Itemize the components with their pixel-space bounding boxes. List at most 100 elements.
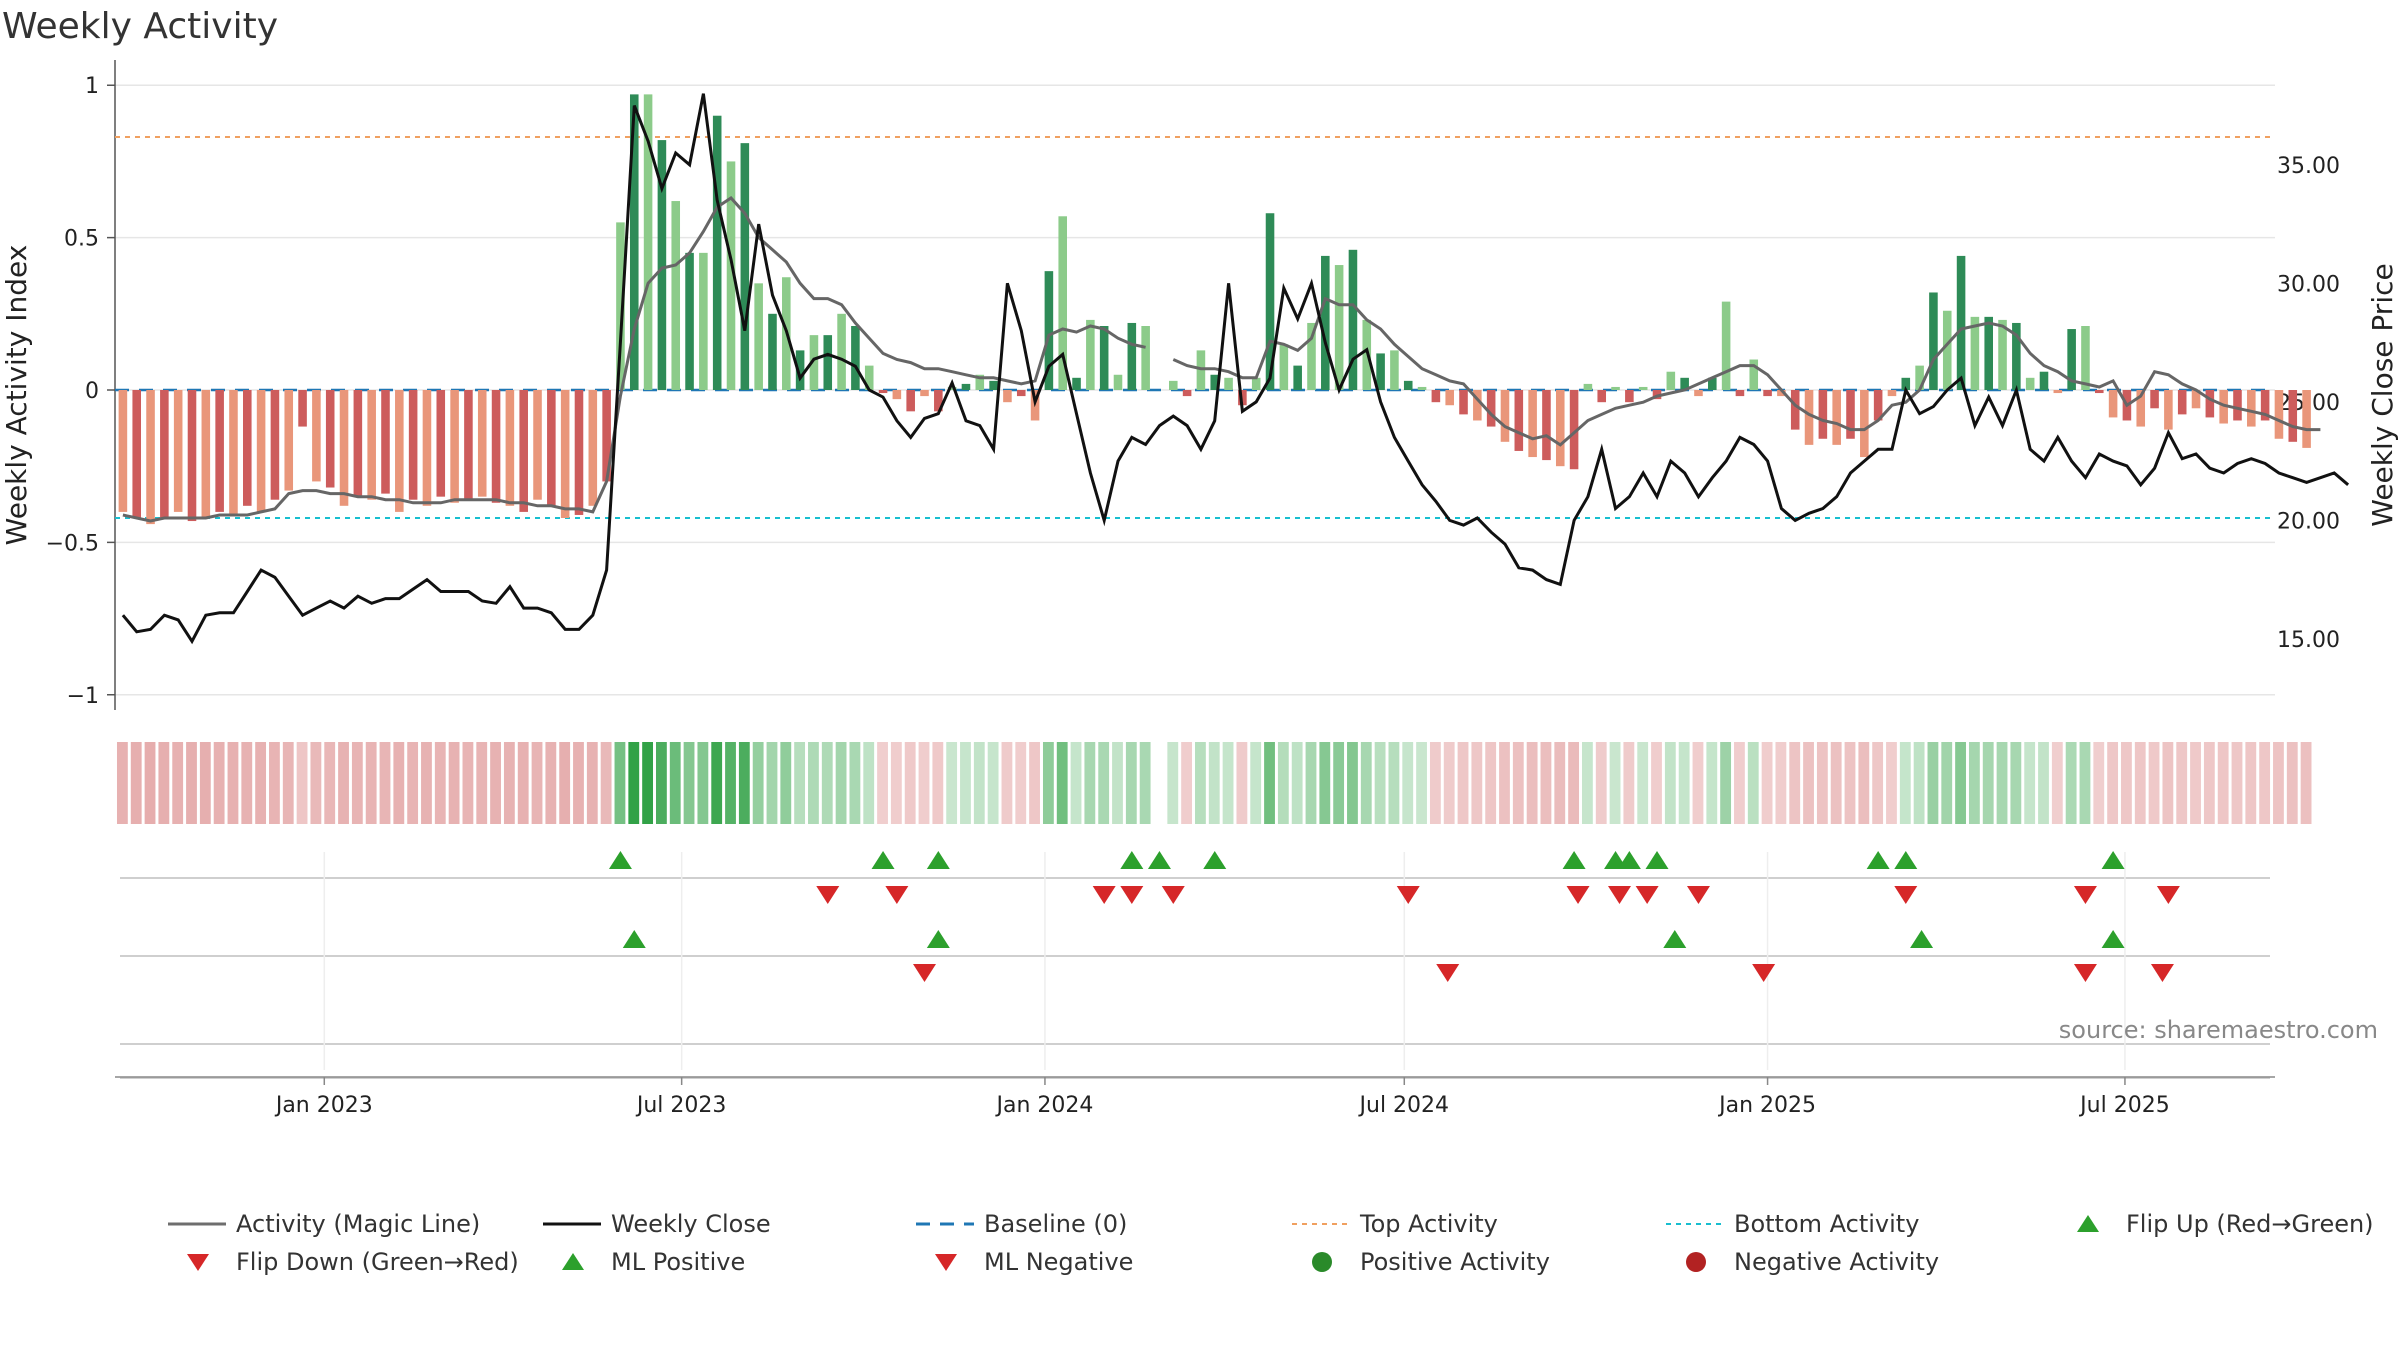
heat-cell bbox=[1927, 742, 1939, 824]
heat-cell bbox=[1139, 742, 1151, 824]
activity-bar bbox=[533, 390, 542, 500]
heat-cell bbox=[338, 742, 349, 824]
legend-swatch bbox=[1312, 1252, 1332, 1272]
activity-bar bbox=[1417, 386, 1427, 390]
activity-bar bbox=[1777, 390, 1786, 397]
flip-up-marker bbox=[1147, 851, 1171, 869]
flip-down-marker bbox=[816, 886, 840, 904]
heat-cell bbox=[1886, 742, 1897, 824]
legend-swatch bbox=[187, 1254, 209, 1271]
activity-bar bbox=[547, 390, 556, 506]
activity-bar bbox=[1735, 390, 1745, 397]
heat-cell bbox=[1388, 742, 1400, 824]
heat-cell bbox=[144, 742, 156, 824]
activity-bar bbox=[1970, 316, 1980, 390]
flip-down-marker bbox=[1894, 886, 1918, 904]
heat-cell bbox=[1347, 742, 1358, 824]
activity-bar bbox=[1072, 377, 1081, 390]
y-tick-label: −1 bbox=[67, 684, 99, 709]
activity-bar bbox=[1321, 255, 1330, 390]
heat-cell bbox=[1664, 742, 1676, 824]
activity-bar bbox=[1514, 390, 1524, 451]
flip-down-marker bbox=[1120, 886, 1144, 904]
heat-cell bbox=[877, 742, 888, 824]
reference-lines bbox=[115, 136, 2275, 519]
heat-cell bbox=[1623, 742, 1635, 824]
flip-up-marker bbox=[926, 851, 950, 869]
activity-bar bbox=[325, 390, 335, 488]
y2-tick-label: 20.00 bbox=[2277, 509, 2340, 534]
heat-cell bbox=[1692, 742, 1704, 824]
activity-bar bbox=[1348, 249, 1358, 390]
activity-bar bbox=[574, 390, 584, 515]
heat-cell bbox=[1429, 742, 1441, 824]
activity-bar bbox=[809, 335, 819, 390]
heat-cell bbox=[1443, 742, 1455, 824]
heat-cell bbox=[904, 742, 916, 824]
heat-cell bbox=[1554, 742, 1566, 824]
legend-label: Top Activity bbox=[1359, 1210, 1498, 1238]
heat-cell bbox=[1968, 742, 1980, 824]
activity-bar bbox=[2150, 390, 2159, 409]
activity-bar bbox=[947, 386, 957, 390]
activity-bar bbox=[1956, 255, 1966, 390]
activity-bar bbox=[1555, 390, 1565, 467]
heat-cell bbox=[476, 742, 488, 824]
x-tick-label: Jul 2024 bbox=[1358, 1093, 1450, 1118]
activity-bar bbox=[934, 390, 943, 412]
activity-bar bbox=[2205, 390, 2215, 418]
legend-item: ML Negative bbox=[935, 1248, 1133, 1276]
heat-cell bbox=[462, 742, 474, 824]
activity-bar bbox=[284, 390, 294, 491]
flip-down-marker bbox=[2156, 886, 2180, 904]
flip-down-marker bbox=[1686, 886, 1710, 904]
activity-bar bbox=[1708, 377, 1717, 390]
heat-cell bbox=[1526, 742, 1538, 824]
activity-bar bbox=[505, 390, 515, 506]
heat-cell bbox=[821, 742, 833, 824]
legend: Activity (Magic Line) Weekly Close Baselin… bbox=[168, 1210, 2374, 1276]
heat-cell bbox=[738, 742, 750, 824]
flip-up-marker bbox=[2101, 851, 2125, 869]
activity-bar bbox=[2233, 390, 2242, 421]
heat-cell bbox=[172, 742, 184, 824]
heat-cell bbox=[1982, 742, 1994, 824]
activity-bar bbox=[2094, 390, 2104, 394]
activity-bar bbox=[2012, 322, 2021, 390]
heat-cell bbox=[2245, 742, 2257, 824]
activity-bar bbox=[629, 94, 639, 390]
flip-up-marker bbox=[871, 851, 895, 869]
activity-bar bbox=[1445, 390, 1454, 406]
y-tick-label: 1 bbox=[85, 74, 99, 99]
activity-bar bbox=[2247, 390, 2256, 427]
weekly-close-line bbox=[121, 93, 2350, 645]
activity-bar bbox=[187, 390, 197, 522]
activity-bar bbox=[1528, 390, 1537, 458]
activity-bar bbox=[989, 380, 998, 390]
heat-cell bbox=[1333, 742, 1345, 824]
heat-cell bbox=[1319, 742, 1331, 824]
heat-cell bbox=[186, 742, 197, 824]
activity-bar bbox=[1790, 390, 1800, 430]
activity-bar bbox=[2219, 390, 2228, 424]
activity-bar bbox=[671, 201, 681, 390]
activity-bar bbox=[1721, 301, 1731, 390]
activity-bar bbox=[1016, 390, 1026, 397]
flip-down-marker bbox=[885, 886, 909, 904]
activity-bar bbox=[1086, 319, 1095, 390]
activity-bar bbox=[450, 390, 459, 503]
heat-cell bbox=[227, 742, 239, 824]
ml-positive-marker bbox=[1663, 930, 1687, 948]
heat-cell bbox=[725, 742, 736, 824]
signal-panel bbox=[120, 851, 2270, 1079]
heat-cell bbox=[697, 742, 709, 824]
activity-bar bbox=[160, 390, 169, 518]
heat-cell bbox=[1913, 742, 1925, 824]
activity-bar bbox=[920, 390, 929, 397]
heat-cell bbox=[2217, 742, 2229, 824]
legend-item: Activity (Magic Line) bbox=[168, 1210, 480, 1238]
activity-bar bbox=[118, 390, 128, 512]
x-tick-label: Jul 2025 bbox=[2078, 1093, 2170, 1118]
legend-label: Negative Activity bbox=[1734, 1248, 1939, 1276]
heat-cell bbox=[573, 742, 584, 824]
